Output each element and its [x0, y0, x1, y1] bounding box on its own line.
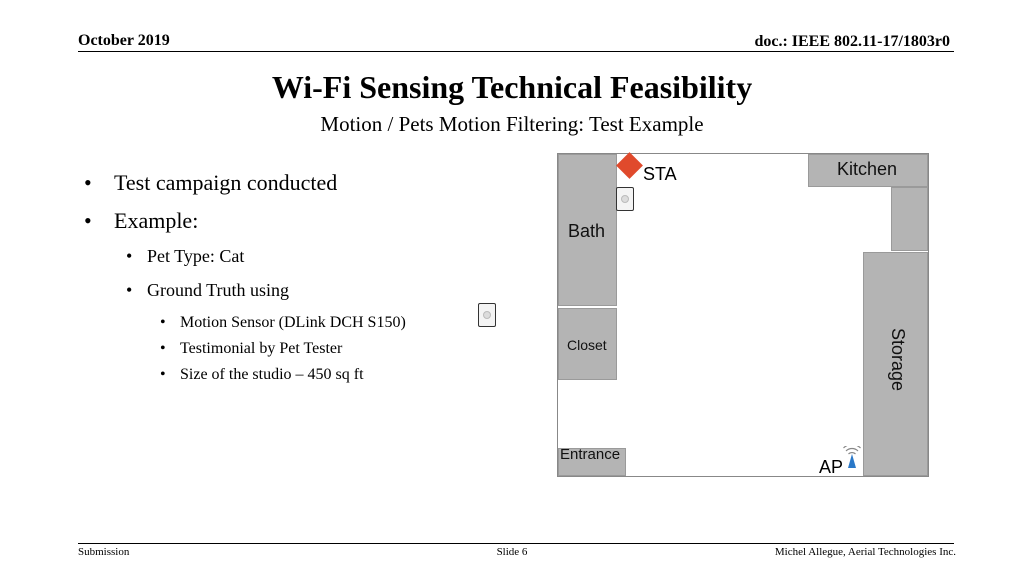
footer-author: Michel Allegue, Aerial Technologies Inc.	[774, 546, 956, 558]
sta-marker-icon	[616, 152, 643, 179]
bullet-text: Size of the studio – 450 sq ft	[180, 366, 364, 383]
footer-rule	[78, 543, 954, 544]
header-doc-id: doc.: IEEE 802.11-17/1803r0	[754, 33, 950, 50]
bullet-list: • Test campaign conducted • Example: • Pet …	[84, 170, 406, 392]
ap-label: AP	[819, 457, 844, 477]
room-entrance: Entrance	[558, 446, 626, 476]
bullet-item: • Example:	[84, 208, 199, 233]
sub-sub-bullet-item: • Size of the studio – 450 sq ft	[160, 366, 364, 383]
sub-sub-bullet-item: • Motion Sensor (DLink DCH S150)	[160, 314, 406, 331]
sub-sub-bullet-item: • Testimonial by Pet Tester	[160, 340, 343, 357]
bullet-text: Ground Truth using	[147, 280, 290, 300]
bullet-text: Example:	[114, 208, 199, 233]
slide-title: Wi-Fi Sensing Technical Feasibility	[271, 69, 753, 105]
room-label-bath: Bath	[568, 221, 606, 241]
floor-plan: Bath Closet Entrance Kitchen Storage STA…	[557, 152, 929, 477]
room-label-kitchen: Kitchen	[837, 159, 898, 179]
room-label-entrance: Entrance	[560, 446, 621, 463]
header-date: October 2019	[78, 32, 170, 49]
room-kitchen: Kitchen	[808, 154, 928, 187]
motion-sensor-icon	[616, 187, 634, 211]
sub-bullet-item: • Ground Truth using	[126, 280, 290, 300]
sub-bullet-item: • Pet Type: Cat	[126, 246, 245, 266]
bullet-text: Testimonial by Pet Tester	[180, 340, 343, 357]
room-label-closet: Closet	[567, 337, 607, 353]
slide-subtitle: Motion / Pets Motion Filtering: Test Exa…	[320, 112, 704, 136]
sta-label: STA	[643, 164, 677, 184]
header-rule	[78, 51, 954, 52]
room-label-storage: Storage	[888, 327, 909, 392]
bullet-text: Motion Sensor (DLink DCH S150)	[180, 314, 406, 331]
motion-sensor-icon	[478, 303, 496, 327]
bullet-text: Test campaign conducted	[114, 170, 338, 195]
footer-submission: Submission	[78, 546, 130, 558]
wifi-signal-icon	[843, 446, 861, 468]
bullet-text: Pet Type: Cat	[147, 246, 245, 266]
room-storage: Storage	[863, 252, 928, 476]
bullet-item: • Test campaign conducted	[84, 170, 338, 195]
footer-slide-number: Slide 6	[496, 546, 528, 558]
room-closet: Closet	[558, 308, 617, 380]
room-bath: Bath	[558, 154, 617, 306]
room-kitchen-counter	[891, 187, 928, 251]
